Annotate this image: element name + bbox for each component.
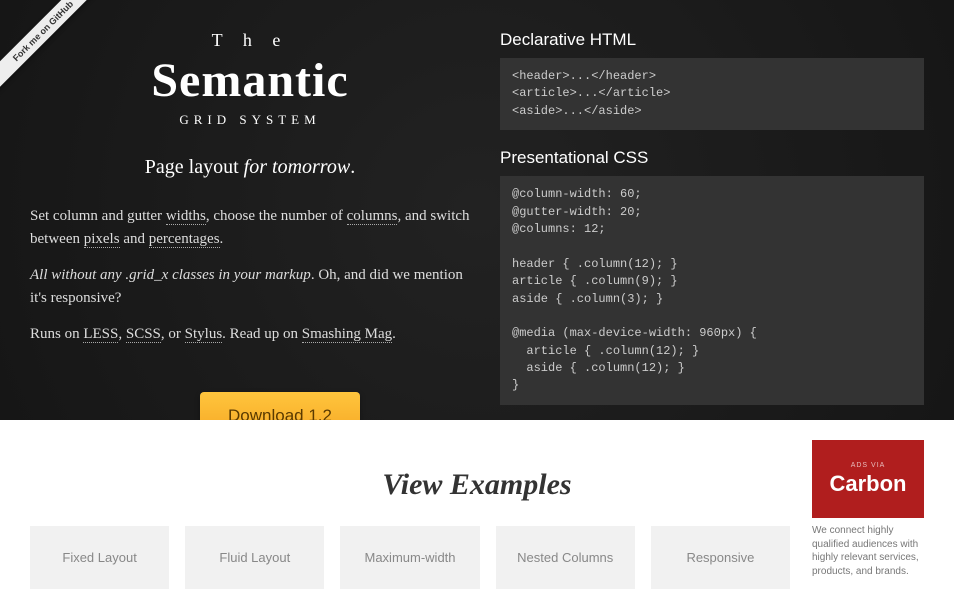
hero-right: Declarative HTML <header>...</header> <a…	[500, 20, 924, 423]
example-fluid-layout[interactable]: Fluid Layout	[185, 526, 324, 589]
examples-row: Fixed Layout Fluid Layout Maximum-width …	[30, 526, 790, 589]
kw-widths: widths	[166, 208, 206, 225]
example-maximum-width[interactable]: Maximum-width	[340, 526, 479, 589]
paragraph-2: All without any .grid_x classes in your …	[30, 264, 470, 309]
tagline-em: for tomorrow	[244, 156, 351, 178]
example-nested-columns[interactable]: Nested Columns	[496, 526, 635, 589]
github-ribbon-label: Fork me on GitHub	[0, 0, 102, 90]
kw-percentages: percentages	[149, 231, 220, 248]
examples-section: View Examples Fixed Layout Fluid Layout …	[0, 420, 954, 589]
carbon-ad[interactable]: ADS VIA Carbon We connect highly qualifi…	[812, 440, 924, 578]
hero-columns: T h e Semantic GRID SYSTEM Page layout f…	[30, 20, 924, 423]
p2-italic: All without any .grid_x classes in your …	[30, 267, 311, 283]
carbon-ad-image: ADS VIA Carbon	[812, 440, 924, 518]
carbon-small-text: ADS VIA	[851, 462, 886, 469]
link-scss[interactable]: SCSS	[126, 326, 161, 343]
body-text: Set column and gutter widths, choose the…	[30, 205, 470, 346]
paragraph-3: Runs on LESS, SCSS, or Stylus. Read up o…	[30, 323, 470, 346]
github-ribbon[interactable]: Fork me on GitHub	[0, 0, 110, 110]
example-fixed-layout[interactable]: Fixed Layout	[30, 526, 169, 589]
tagline-prefix: Page layout	[145, 156, 244, 178]
link-smashing-mag[interactable]: Smashing Mag	[302, 326, 392, 343]
kw-columns: columns	[347, 208, 398, 225]
carbon-brand: Carbon	[830, 471, 907, 497]
examples-heading: View Examples	[167, 468, 787, 502]
hero-section: Fork me on GitHub T h e Semantic GRID SY…	[0, 0, 954, 420]
carbon-ad-text: We connect highly qualified audiences wi…	[812, 524, 924, 578]
tagline-suffix: .	[350, 156, 355, 178]
kw-pixels: pixels	[84, 231, 120, 248]
tagline: Page layout for tomorrow.	[30, 156, 470, 179]
title-sub: GRID SYSTEM	[30, 112, 470, 128]
example-responsive[interactable]: Responsive	[651, 526, 790, 589]
css-code-block: @column-width: 60; @gutter-width: 20; @c…	[500, 176, 924, 405]
html-heading: Declarative HTML	[500, 30, 924, 50]
css-heading: Presentational CSS	[500, 148, 924, 168]
link-less[interactable]: LESS	[83, 326, 118, 343]
paragraph-1: Set column and gutter widths, choose the…	[30, 205, 470, 250]
link-stylus[interactable]: Stylus	[185, 326, 223, 343]
html-code-block: <header>...</header> <article>...</artic…	[500, 58, 924, 130]
